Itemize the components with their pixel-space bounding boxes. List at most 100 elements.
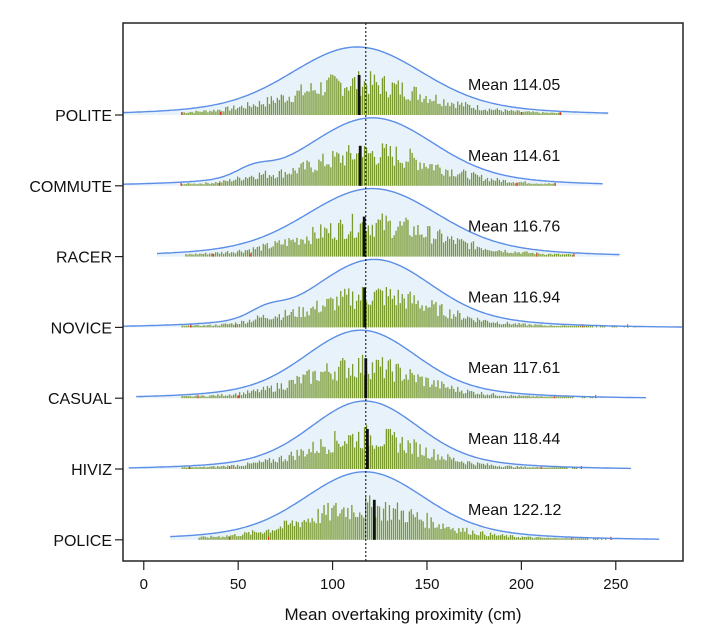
- histogram-bar: [526, 467, 528, 469]
- histogram-bar: [338, 366, 340, 399]
- histogram-bar: [510, 182, 512, 186]
- histogram-bar: [514, 467, 516, 469]
- histogram-bar: [378, 506, 381, 540]
- histogram-bar: [379, 289, 382, 328]
- histogram-bar: [520, 324, 522, 328]
- histogram-bar: [454, 243, 457, 257]
- histogram-bar: [316, 451, 318, 469]
- histogram-bar: [500, 396, 502, 399]
- histogram-bar: [565, 254, 568, 257]
- outlier-tick: [197, 395, 199, 399]
- density-fill: [136, 330, 646, 399]
- histogram-bar: [227, 181, 229, 186]
- histogram-bar: [181, 325, 183, 328]
- x-tick-label: 250: [603, 576, 628, 593]
- histogram-bar: [400, 510, 402, 540]
- histogram-bar: [387, 360, 389, 399]
- outlier-tick: [571, 536, 573, 540]
- histogram-bar: [217, 109, 219, 115]
- histogram-bar: [223, 253, 225, 257]
- histogram-bar: [540, 396, 542, 399]
- histogram-bar: [544, 467, 546, 469]
- histogram-bar: [425, 305, 427, 328]
- histogram-bar: [514, 251, 516, 257]
- histogram-bar: [492, 180, 495, 186]
- histogram-bar: [338, 223, 340, 257]
- histogram-bar: [419, 94, 421, 115]
- histogram-bars: [198, 495, 613, 540]
- histogram-bar: [272, 318, 274, 328]
- histogram-bar: [201, 111, 203, 115]
- histogram-bar: [187, 467, 189, 469]
- histogram-bar: [548, 396, 550, 399]
- histogram-bar: [413, 157, 415, 186]
- histogram-bar: [508, 111, 510, 115]
- histogram-bar: [406, 522, 408, 540]
- histogram-bar: [570, 325, 572, 328]
- density-fill: [123, 117, 603, 186]
- histogram-bar: [504, 395, 506, 399]
- histogram-bar: [231, 465, 233, 469]
- histogram-bar: [445, 316, 447, 328]
- histogram-bar: [265, 530, 268, 540]
- histogram-bar: [484, 319, 487, 328]
- y-label-police: POLICE: [53, 533, 112, 550]
- histogram-bar: [389, 94, 391, 115]
- histogram-bar: [473, 464, 475, 469]
- histogram-bar: [351, 213, 354, 257]
- histogram-bar: [271, 530, 274, 540]
- histogram-bar: [571, 254, 574, 257]
- histogram-bar: [565, 538, 567, 540]
- histogram-bar: [349, 231, 352, 257]
- histogram-bar: [277, 528, 280, 540]
- histogram-bar: [320, 224, 322, 257]
- histogram-bar: [309, 522, 311, 540]
- histogram-bar: [401, 225, 403, 257]
- outlier-tick: [235, 324, 237, 328]
- histogram-bar: [546, 254, 548, 257]
- histogram-bar: [533, 538, 535, 540]
- histogram-bar: [325, 514, 327, 540]
- histogram-bar: [447, 236, 449, 257]
- histogram-bar: [367, 304, 370, 328]
- histogram-bar: [360, 372, 362, 399]
- histogram-bar: [421, 168, 423, 186]
- histogram-bar: [258, 172, 261, 186]
- histogram-bar: [282, 317, 284, 328]
- histogram-bar: [197, 111, 199, 115]
- histogram-bar: [555, 537, 557, 540]
- histogram-bar: [231, 181, 233, 186]
- histogram-bar: [552, 112, 554, 115]
- histogram-bar: [310, 167, 312, 186]
- histogram-bar: [399, 367, 401, 399]
- histogram-bar: [480, 174, 483, 186]
- histogram-bar: [304, 92, 306, 115]
- histogram-bar: [254, 249, 256, 257]
- histogram-bar: [193, 325, 195, 328]
- histogram-bar: [318, 452, 320, 469]
- histogram-bar: [348, 145, 350, 186]
- histogram-bar: [236, 251, 239, 257]
- histogram-bar: [371, 506, 373, 540]
- histogram-bar: [547, 537, 549, 540]
- histogram-bar: [473, 172, 475, 186]
- x-tick-label: 0: [140, 576, 148, 593]
- histogram-bar: [357, 517, 359, 540]
- histogram-bar: [482, 320, 485, 328]
- histogram-bar: [356, 441, 358, 469]
- histogram-bar: [394, 509, 397, 540]
- histogram-bar: [431, 456, 433, 469]
- histogram-bar: [534, 467, 536, 469]
- histogram-bar: [442, 523, 444, 540]
- histogram-bar: [462, 527, 464, 540]
- histogram-bar: [284, 459, 286, 469]
- histogram-bar: [211, 395, 213, 399]
- histogram-bar: [343, 507, 345, 540]
- histogram-bar: [312, 172, 314, 186]
- histogram-bar: [488, 108, 491, 115]
- histogram-bar: [215, 396, 217, 399]
- histogram-bar: [286, 315, 288, 328]
- histogram-bar: [599, 325, 602, 328]
- histogram-bar: [183, 184, 185, 186]
- histogram-bar: [281, 528, 284, 540]
